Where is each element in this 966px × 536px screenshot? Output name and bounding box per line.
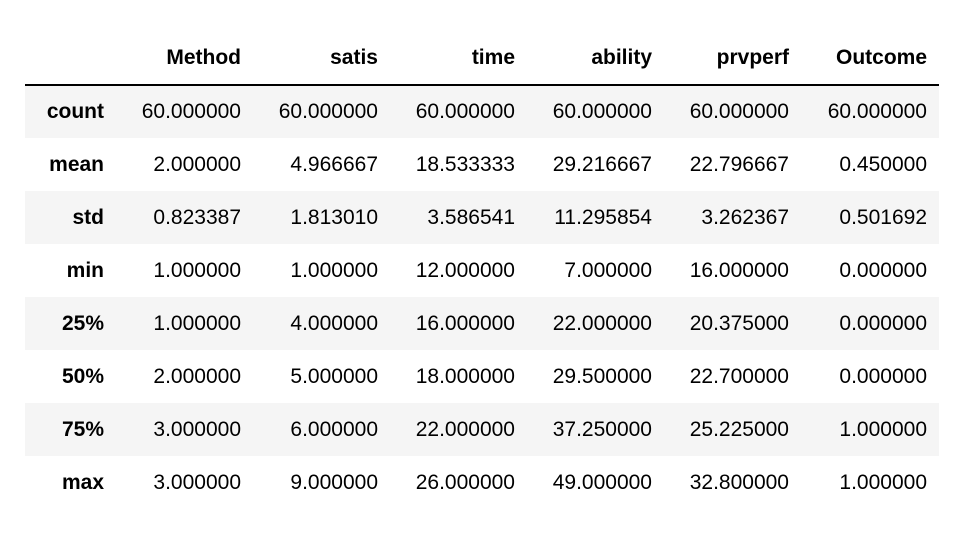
- table-row: std 0.823387 1.813010 3.586541 11.295854…: [25, 191, 939, 244]
- table-cell: 1.813010: [290, 205, 378, 229]
- table-cell: 5.000000: [290, 364, 378, 388]
- table-cell: 1.000000: [839, 470, 927, 494]
- table-cell: 29.500000: [552, 364, 652, 388]
- row-label: mean: [49, 152, 104, 176]
- table-cell: 4.000000: [290, 311, 378, 335]
- table-row: min 1.000000 1.000000 12.000000 7.000000…: [25, 244, 939, 297]
- row-label: 25%: [61, 311, 104, 335]
- table-cell: 60.000000: [552, 100, 652, 123]
- column-header-ability: ability: [527, 32, 664, 86]
- table-cell: 4.966667: [290, 152, 378, 176]
- table-cell: 26.000000: [415, 470, 515, 494]
- table-cell: 12.000000: [415, 258, 515, 282]
- table-cell: 1.000000: [153, 258, 241, 282]
- row-label: 75%: [61, 417, 104, 441]
- table-cell: 60.000000: [689, 100, 789, 123]
- table-cell: 0.501692: [839, 205, 927, 229]
- table-cell: 11.295854: [554, 205, 652, 229]
- row-label: count: [46, 100, 104, 123]
- table-cell: 3.586541: [427, 205, 515, 229]
- table-cell: 60.000000: [827, 100, 927, 123]
- column-header-prvperf: prvperf: [664, 32, 801, 86]
- dataframe-output: Method satis time ability prvperf Outcom…: [25, 32, 939, 509]
- table-cell: 3.000000: [153, 417, 241, 441]
- table-cell: 1.000000: [153, 311, 241, 335]
- table-body: count 60.000000 60.000000 60.000000 60.0…: [25, 85, 939, 509]
- column-header-outcome: Outcome: [801, 32, 939, 86]
- table-row: mean 2.000000 4.966667 18.533333 29.2166…: [25, 138, 939, 191]
- row-label: 50%: [61, 364, 104, 388]
- table-cell: 22.000000: [552, 311, 652, 335]
- table-cell: 32.800000: [689, 470, 789, 494]
- table-row: 25% 1.000000 4.000000 16.000000 22.00000…: [25, 297, 939, 350]
- table-cell: 0.000000: [839, 258, 927, 282]
- table-cell: 0.450000: [839, 152, 927, 176]
- table-cell: 60.000000: [415, 100, 515, 123]
- table-cell: 0.000000: [839, 364, 927, 388]
- table-cell: 22.700000: [689, 364, 789, 388]
- table-cell: 6.000000: [290, 417, 378, 441]
- table-cell: 25.225000: [689, 417, 789, 441]
- header-row: Method satis time ability prvperf Outcom…: [25, 32, 939, 86]
- table-cell: 37.250000: [552, 417, 652, 441]
- row-label: std: [72, 205, 105, 229]
- column-header-time: time: [390, 32, 527, 86]
- row-label: max: [61, 470, 104, 494]
- table-cell: 18.533333: [415, 152, 515, 176]
- table-cell: 1.000000: [839, 417, 927, 441]
- table-cell: 60.000000: [278, 100, 378, 123]
- table-cell: 22.000000: [415, 417, 515, 441]
- table-header: Method satis time ability prvperf Outcom…: [25, 32, 939, 86]
- table-cell: 20.375000: [689, 311, 789, 335]
- describe-table: Method satis time ability prvperf Outcom…: [25, 32, 939, 509]
- table-cell: 60.000000: [141, 100, 241, 123]
- table-cell: 3.262367: [701, 205, 789, 229]
- table-cell: 9.000000: [290, 470, 378, 494]
- table-cell: 0.823387: [153, 205, 241, 229]
- table-cell: 49.000000: [552, 470, 652, 494]
- table-cell: 16.000000: [415, 311, 515, 335]
- table-cell: 16.000000: [689, 258, 789, 282]
- table-cell: 2.000000: [153, 152, 241, 176]
- table-cell: 7.000000: [564, 258, 652, 282]
- table-cell: 29.216667: [552, 152, 652, 176]
- table-cell: 0.000000: [839, 311, 927, 335]
- table-row: max 3.000000 9.000000 26.000000 49.00000…: [25, 456, 939, 509]
- table-row: count 60.000000 60.000000 60.000000 60.0…: [25, 85, 939, 138]
- table-row: 50% 2.000000 5.000000 18.000000 29.50000…: [25, 350, 939, 403]
- table-cell: 18.000000: [415, 364, 515, 388]
- table-cell: 2.000000: [153, 364, 241, 388]
- table-cell: 22.796667: [689, 152, 789, 176]
- index-header: [25, 32, 116, 86]
- table-cell: 1.000000: [290, 258, 378, 282]
- table-row: 75% 3.000000 6.000000 22.000000 37.25000…: [25, 403, 939, 456]
- column-header-satis: satis: [253, 32, 390, 86]
- row-label: min: [66, 258, 104, 282]
- table-cell: 3.000000: [153, 470, 241, 494]
- column-header-method: Method: [116, 32, 253, 86]
